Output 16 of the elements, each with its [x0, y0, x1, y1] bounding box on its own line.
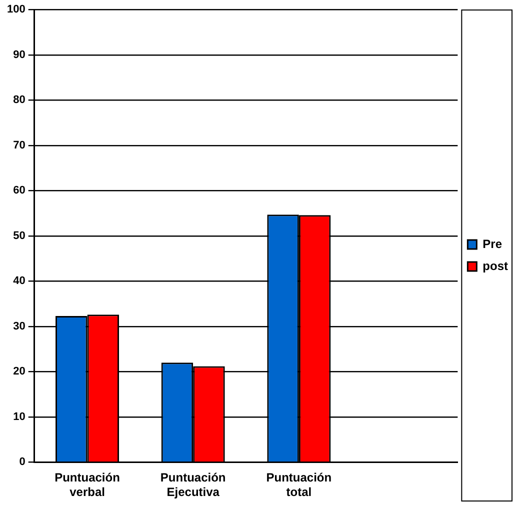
- legend-label: post: [482, 258, 508, 273]
- x-tick-label: Puntuación verbal: [54, 470, 120, 500]
- y-tick-label: 90: [13, 48, 26, 61]
- y-tick-label: 70: [13, 139, 26, 152]
- y-tick-label: 60: [13, 184, 26, 197]
- y-tick-label: 80: [13, 94, 26, 106]
- x-tick-label: Puntuación total: [266, 470, 332, 500]
- x-tick-label: Puntuación Ejecutiva: [160, 470, 226, 500]
- legend-label: Pre: [482, 236, 502, 251]
- y-tick-label: 0: [19, 456, 26, 468]
- y-tick-label: 50: [13, 230, 26, 242]
- y-tick-label: 30: [13, 320, 26, 332]
- y-tick-label: 40: [13, 275, 26, 288]
- y-tick-label: 10: [13, 410, 26, 423]
- y-tick-label: 20: [13, 366, 26, 378]
- y-tick-label: 100: [6, 4, 26, 16]
